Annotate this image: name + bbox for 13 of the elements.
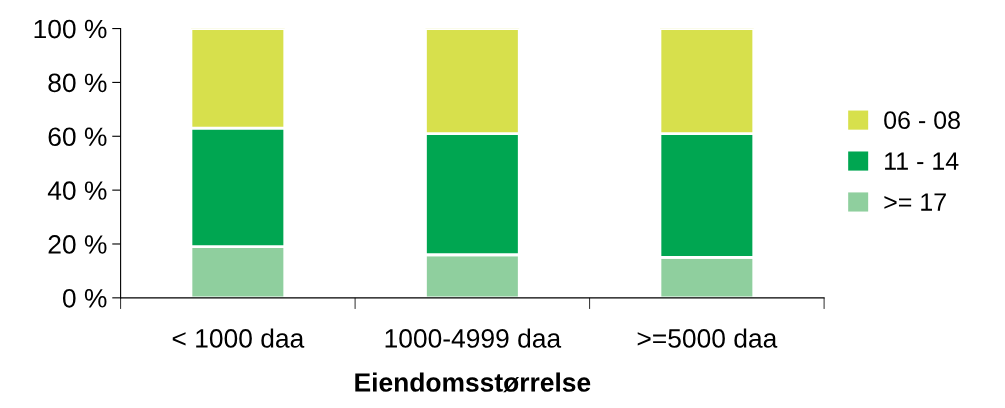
y-tick-label: 100 %: [34, 19, 107, 39]
y-tick-label: 80 %: [48, 73, 107, 93]
y-tick-label: 20 %: [48, 235, 107, 254]
x-tick-label: < 1000 daa: [172, 328, 305, 348]
x-tick-label: 1000-4999 daa: [385, 328, 562, 348]
legend-label: 06 - 08: [884, 111, 960, 130]
y-tick-label: 60 %: [48, 127, 107, 147]
legend-label: 11 - 14: [885, 152, 959, 170]
x-tick-label: >=5000 daa: [637, 328, 778, 348]
legend-label: >= 17: [884, 193, 946, 211]
x-axis-title: Eiendomsstørrelse: [355, 372, 591, 393]
y-tick-label: 0 %: [62, 288, 107, 308]
y-tick-label: 40 %: [47, 181, 107, 200]
